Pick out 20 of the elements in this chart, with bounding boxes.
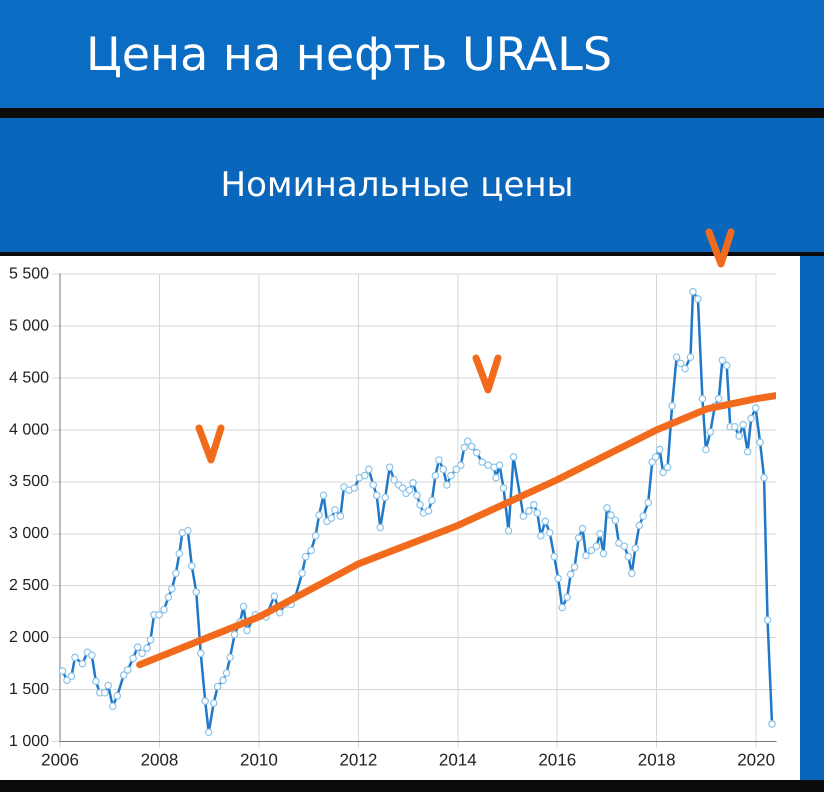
- y-tick-label: 5 000: [8, 317, 50, 334]
- y-tick-label: 4 500: [8, 369, 50, 386]
- chart-title: Цена на нефть URALS: [0, 0, 824, 108]
- x-tick-label: 2014: [438, 750, 477, 770]
- y-tick-label: 3 000: [8, 525, 50, 542]
- x-tick-label: 2008: [140, 750, 178, 770]
- x-tick-label: 2010: [240, 750, 278, 770]
- y-tick-label: 2 500: [8, 577, 50, 594]
- y-tick-label: 5 500: [8, 265, 50, 282]
- y-tick-label: 1 500: [8, 681, 50, 698]
- y-tick-label: 4 000: [8, 421, 50, 438]
- y-tick-label: 2 000: [8, 629, 50, 646]
- x-tick-label: 2016: [538, 750, 576, 770]
- x-tick-label: 2012: [339, 750, 378, 770]
- y-tick-label: 1 000: [8, 733, 50, 750]
- y-tick-label: 3 500: [8, 473, 50, 490]
- chart-subtitle: Номинальные цены: [0, 118, 824, 252]
- x-tick-label: 2006: [41, 750, 79, 770]
- x-tick-label: 2018: [638, 750, 676, 770]
- x-tick-label: 2020: [737, 750, 776, 770]
